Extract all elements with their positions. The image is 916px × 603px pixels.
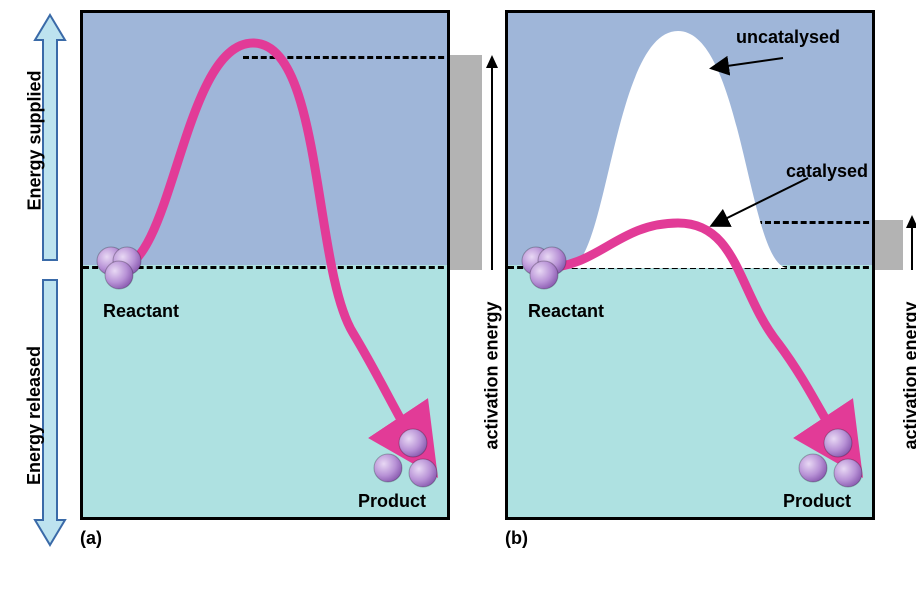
panel-a-product-molecule xyxy=(374,429,437,487)
panel-a-product-label: Product xyxy=(358,491,426,512)
panel-b-svg xyxy=(508,13,878,523)
panel-b-reactant-label: Reactant xyxy=(528,301,604,322)
panel-a: Reactant Product xyxy=(80,10,450,520)
panel-a-reactant-label: Reactant xyxy=(103,301,179,322)
panel-b-caption: (b) xyxy=(505,528,875,549)
y-axis: Energy supplied Energy released xyxy=(10,10,70,550)
panel-b-wrap: uncatalysed catalysed Reactant Product a… xyxy=(505,10,875,549)
panel-a-activation-label: activation energy xyxy=(482,301,503,449)
diagram-container: Energy supplied Energy released xyxy=(10,10,906,550)
panel-b-gray-bar xyxy=(875,220,903,270)
energy-supplied-label: Energy supplied xyxy=(25,70,46,210)
panel-b-uncatalysed-hump xyxy=(568,31,788,268)
panel-b-reactant-molecule xyxy=(522,247,566,289)
energy-released-label: Energy released xyxy=(24,346,45,485)
panel-b-uncatalysed-label: uncatalysed xyxy=(736,27,840,48)
panel-b-activation-label: activation energy xyxy=(901,301,916,449)
panel-b: uncatalysed catalysed Reactant Product xyxy=(505,10,875,520)
panel-b-uncat-pointer xyxy=(713,58,783,68)
panel-a-gray-bar xyxy=(450,55,482,270)
panel-b-catalysed-label: catalysed xyxy=(786,161,868,182)
panel-a-svg xyxy=(83,13,453,523)
panel-b-product-molecule xyxy=(799,429,862,487)
panel-a-caption: (a) xyxy=(80,528,450,549)
panel-a-reactant-molecule xyxy=(97,247,141,289)
panel-b-product-label: Product xyxy=(783,491,851,512)
panel-a-curve xyxy=(118,43,418,448)
panel-a-wrap: Reactant Product activation energy (a) xyxy=(80,10,450,549)
